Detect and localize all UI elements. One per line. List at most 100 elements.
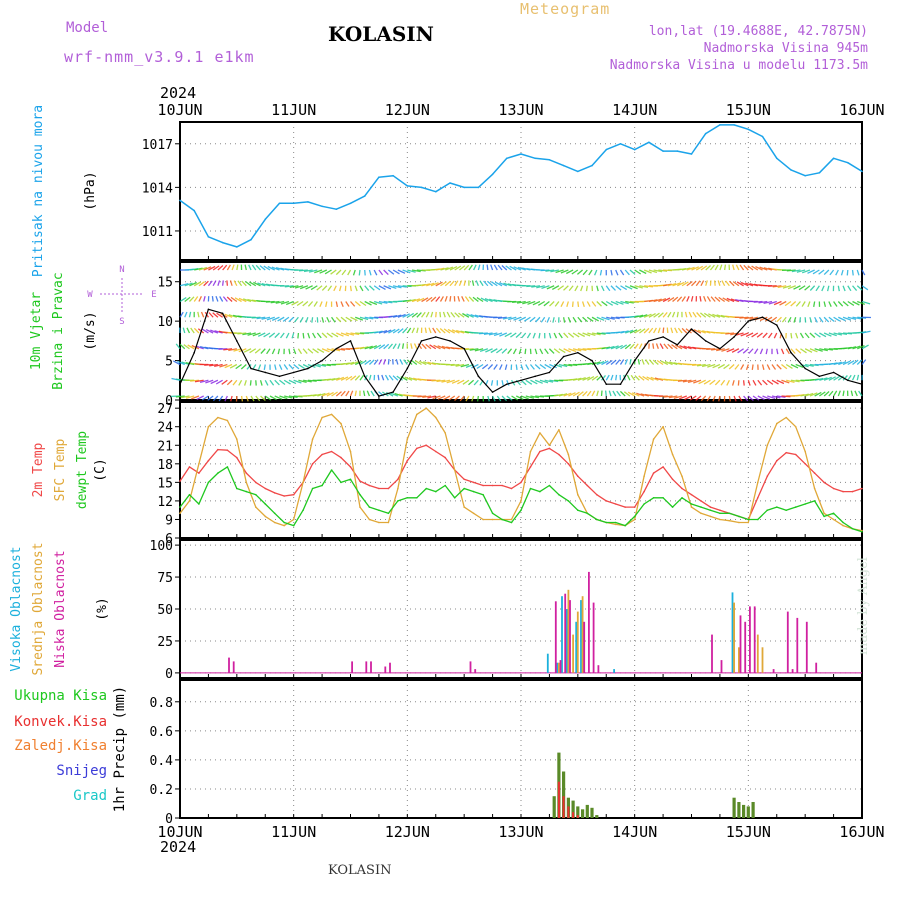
wind-speed-line-point — [179, 383, 181, 386]
wind-barb — [354, 390, 357, 397]
wind-barb — [701, 363, 711, 368]
wind-barb — [324, 269, 332, 275]
temp-sfc-line-point — [577, 493, 579, 496]
cloud-bar — [559, 660, 562, 673]
wind-barb — [784, 300, 792, 307]
temp-sfc-line-point — [842, 524, 844, 527]
y-tick-label: 1011 — [142, 225, 173, 240]
wind-barb — [303, 269, 313, 273]
wind-barb — [298, 269, 308, 272]
wind-barb — [571, 269, 579, 275]
wind-barb — [721, 280, 726, 287]
model-name: wrf-nmm_v3.9.1 e1km — [64, 48, 255, 66]
wind-barb — [795, 301, 801, 307]
wind-barb — [538, 332, 541, 339]
wind-barb — [383, 300, 393, 304]
wind-speed-line-point — [435, 336, 437, 338]
wind-barb — [596, 360, 605, 366]
dewpoint-line-point — [681, 497, 683, 499]
wind-barb — [798, 285, 806, 291]
wind-barb — [709, 264, 715, 271]
temp-2m-line-point — [776, 459, 778, 462]
wind-barb — [666, 327, 669, 334]
wind-barb — [751, 364, 754, 370]
precip-frame — [179, 679, 863, 819]
footer-station: KOLASIN — [328, 863, 392, 878]
wind-barb — [748, 348, 754, 354]
pressure-line-point — [761, 135, 764, 138]
wind-barb — [807, 301, 811, 308]
wind-barb — [740, 364, 745, 370]
wind-barb — [563, 348, 571, 353]
wind-barb — [740, 281, 749, 287]
wind-barb — [608, 390, 612, 397]
wind-barb — [186, 327, 191, 334]
wind-barb — [387, 269, 395, 275]
temp-sfc-line-point — [387, 521, 390, 524]
wind-barb — [799, 332, 804, 339]
wind-barb — [637, 358, 641, 365]
wind-barb — [747, 265, 754, 271]
compass-east: E — [151, 290, 156, 300]
wind-barb — [728, 280, 735, 287]
wind-barb — [476, 297, 484, 303]
wind-barb — [563, 285, 569, 291]
wind-barb — [596, 390, 599, 397]
dewpoint-line-point — [776, 506, 778, 508]
dewpoint-line-point — [453, 497, 456, 499]
wind-barb — [245, 280, 252, 287]
wind-barb — [687, 379, 697, 384]
temp-2m-line-point — [425, 444, 428, 447]
dewpoint-line-point — [245, 490, 248, 493]
wind-barb — [861, 285, 869, 291]
pressure-line-point — [633, 148, 636, 151]
wind-barb — [513, 266, 522, 271]
wind-barb — [345, 316, 353, 322]
wind-barb — [261, 282, 271, 287]
wind-barb — [340, 301, 344, 307]
temp-2m-line-point — [435, 450, 437, 453]
wind-barb — [770, 316, 778, 322]
wind-barb — [572, 316, 577, 323]
wind-speed-line-point — [363, 375, 366, 378]
wind-barb — [302, 301, 309, 307]
wind-barb — [823, 376, 832, 381]
wind-barb — [814, 377, 824, 381]
dewpoint-line-point — [198, 503, 200, 505]
wind-barb — [677, 281, 685, 287]
wind-barb — [331, 332, 339, 338]
wind-barb — [384, 374, 389, 381]
wind-barb — [852, 300, 860, 306]
pressure-line-point — [378, 176, 380, 178]
wind-barb — [818, 269, 825, 275]
wind-barb — [809, 392, 818, 397]
temp-sfc-line-point — [719, 518, 721, 521]
wind-barb — [359, 285, 364, 292]
wind-barb — [739, 264, 745, 271]
wind-barb — [693, 329, 702, 334]
wind-barb — [238, 348, 247, 353]
wind-barb — [345, 332, 355, 336]
wind-barb — [501, 265, 508, 271]
wind-barb — [708, 313, 716, 318]
wind-speed-line-point — [264, 371, 267, 374]
wind-barb — [497, 264, 503, 271]
wind-barb — [629, 358, 632, 365]
pressure-line-point — [520, 153, 522, 155]
wind-barb — [462, 312, 470, 318]
pressure-line-point — [790, 169, 792, 171]
wind-barb — [554, 301, 560, 307]
wind-barb — [733, 395, 737, 402]
wind-barb — [359, 360, 367, 366]
wind-barb — [660, 360, 669, 366]
wind-barb — [195, 345, 204, 350]
temp-sfc-line-point — [690, 506, 693, 508]
temp-2m-line-point — [198, 472, 200, 474]
dewpoint-line-point — [273, 512, 276, 515]
wind-barb — [605, 374, 610, 381]
wind-barb — [787, 316, 792, 323]
wind-barb — [407, 269, 416, 273]
temp-sfc-line-point — [302, 481, 304, 484]
temp-sfc-line-point — [738, 521, 740, 524]
precip-panel: 0 0.2 0.4 0.6 0.8 — [150, 679, 863, 827]
